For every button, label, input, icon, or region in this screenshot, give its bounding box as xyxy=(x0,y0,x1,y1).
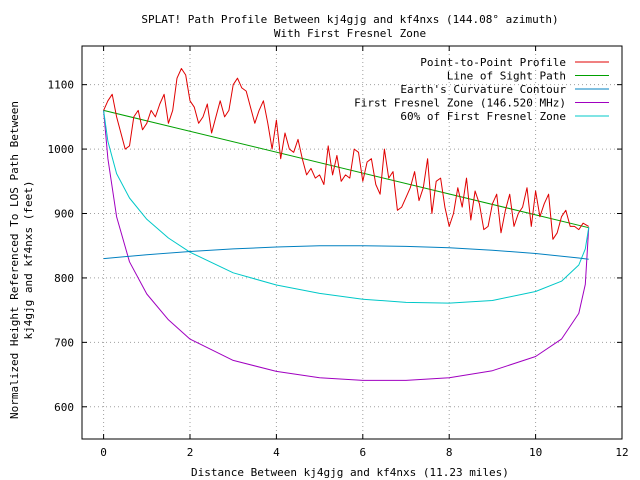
y-tick-label: 1100 xyxy=(48,79,75,92)
x-tick-label: 6 xyxy=(359,446,366,459)
y-tick-label: 600 xyxy=(54,401,74,414)
legend-label-point-to-point-profile: Point-to-Point Profile xyxy=(420,56,566,69)
plot-frame xyxy=(81,45,623,440)
y-tick-label: 800 xyxy=(54,272,74,285)
y-axis-label-line2: kj4gjg and kf4nxs (feet) xyxy=(22,181,35,340)
x-tick-label: 10 xyxy=(529,446,542,459)
series-first-fresnel-zone-146-520-mhz-line xyxy=(103,109,590,381)
x-tick-label: 8 xyxy=(446,446,453,459)
y-tick-label: 900 xyxy=(54,208,74,221)
y-tick-label: 700 xyxy=(54,336,74,349)
series-lines xyxy=(103,68,590,381)
legend-label-earth-s-curvature-contour: Earth's Curvature Contour xyxy=(400,83,566,96)
x-tick-label: 12 xyxy=(615,446,628,459)
legend-label-60-of-first-fresnel-zone: 60% of First Fresnel Zone xyxy=(400,110,566,123)
x-tick-label: 0 xyxy=(100,446,107,459)
legend-label-first-fresnel-zone-146-520-mhz: First Fresnel Zone (146.520 MHz) xyxy=(354,97,566,110)
x-axis-label: Distance Between kj4gjg and kf4nxs (11.2… xyxy=(191,466,509,479)
x-tick-label: 2 xyxy=(187,446,194,459)
x-tick-label: 4 xyxy=(273,446,280,459)
axis-ticks: 0 2 4 6 8 10 12 600 700 800 900 1000 1100 xyxy=(48,46,629,459)
series-point-to-point-profile-line xyxy=(103,68,589,240)
series-earth-s-curvature-contour-line xyxy=(103,245,589,260)
chart-title: SPLAT! Path Profile Between kj4gjg and k… xyxy=(141,13,558,26)
legend-label-line-of-sight-path: Line of Sight Path xyxy=(447,70,566,83)
chart-subtitle: With First Fresnel Zone xyxy=(274,27,426,40)
series-line-of-sight-path-line xyxy=(103,109,589,229)
y-tick-label: 1000 xyxy=(48,143,75,156)
y-axis-label-line1: Normalized Height Referenced To LOS Path… xyxy=(8,101,21,419)
series-60-of-first-fresnel-zone-line xyxy=(103,109,590,304)
